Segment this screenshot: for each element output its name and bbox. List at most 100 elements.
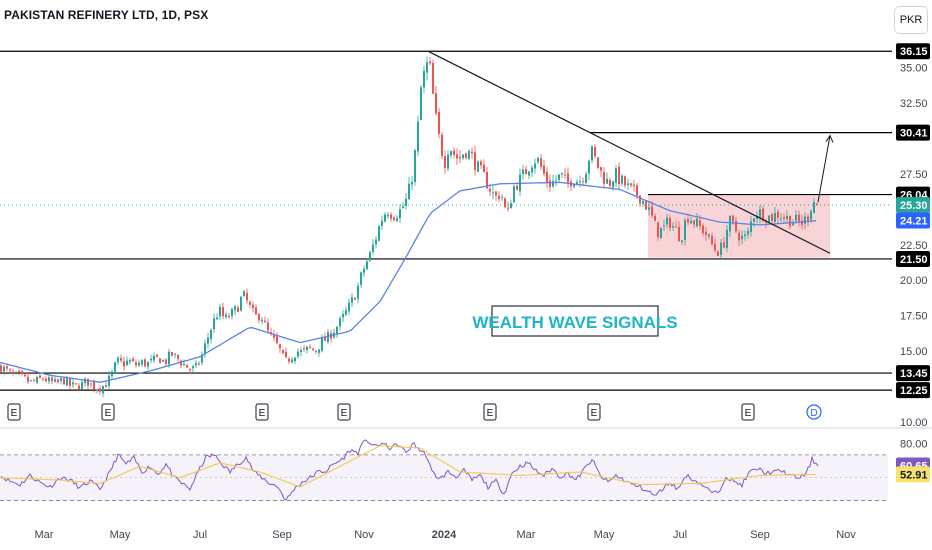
candle <box>276 332 278 344</box>
currency-button[interactable]: PKR <box>894 6 928 34</box>
earnings-marker <box>7 403 21 421</box>
price-tag-label: 36.15 <box>900 46 928 58</box>
price-tag-label: 25.30 <box>900 200 928 212</box>
candle-body <box>675 226 677 228</box>
candle <box>786 210 788 224</box>
candle <box>27 372 29 384</box>
candle-body <box>225 314 227 318</box>
candle-body <box>279 344 281 349</box>
candle <box>219 303 221 321</box>
candle-body <box>498 195 500 200</box>
candle <box>165 358 167 367</box>
candle-body <box>159 358 161 364</box>
candle <box>105 381 107 388</box>
candle-body <box>588 160 590 174</box>
candle <box>618 162 620 189</box>
candle <box>273 329 275 342</box>
candle <box>738 230 740 247</box>
candle <box>255 304 257 315</box>
candle <box>135 359 137 368</box>
y-tick-label: 17.50 <box>900 311 928 323</box>
candle <box>243 290 245 297</box>
candle-body <box>621 175 623 184</box>
candle-body <box>480 161 482 166</box>
candle-body <box>81 382 83 390</box>
candle-body <box>555 180 557 182</box>
candle <box>312 348 314 351</box>
candle-body <box>123 361 125 367</box>
candle <box>459 150 461 164</box>
candle-body <box>495 191 497 196</box>
candle-body <box>510 203 512 209</box>
candle-body <box>585 174 587 184</box>
candle <box>237 305 239 313</box>
consolidation-box <box>648 194 830 258</box>
candle <box>672 222 674 231</box>
candle <box>708 233 710 240</box>
candle <box>96 388 98 394</box>
candle-body <box>801 220 803 225</box>
candle <box>588 159 590 181</box>
candle <box>333 328 335 339</box>
candle <box>354 297 356 300</box>
candle <box>462 154 464 161</box>
event-label: E <box>105 408 112 419</box>
candle <box>279 343 281 353</box>
price-tag: 52.91 <box>896 466 930 483</box>
candle-body <box>126 360 128 366</box>
candle-body <box>51 377 53 382</box>
candle-body <box>318 349 320 353</box>
candle-body <box>804 216 806 224</box>
candle-body <box>762 208 764 221</box>
candle <box>435 85 437 116</box>
candle <box>0 363 2 373</box>
candle-body <box>0 365 2 372</box>
candle-body <box>24 374 26 377</box>
candle-body <box>249 301 251 305</box>
candle-body <box>597 157 599 168</box>
candle-body <box>105 385 107 388</box>
y-tick-label: 35.00 <box>900 63 928 75</box>
candle <box>252 301 254 313</box>
candle <box>642 199 644 208</box>
candle-body <box>303 348 305 350</box>
candle-body <box>114 362 116 372</box>
candle-body <box>288 358 290 362</box>
candle-body <box>795 214 797 221</box>
candle <box>558 174 560 182</box>
candle-body <box>741 235 743 240</box>
candle <box>756 211 758 224</box>
candle <box>417 115 419 157</box>
candle <box>63 377 65 385</box>
candle <box>723 237 725 249</box>
candle-body <box>501 197 503 199</box>
candle <box>153 352 155 364</box>
candle <box>594 143 596 159</box>
candle <box>387 211 389 219</box>
candle <box>141 358 143 367</box>
candle-body <box>765 221 767 223</box>
candle <box>270 327 272 337</box>
candle-body <box>453 150 455 155</box>
candle <box>621 174 623 186</box>
candle <box>681 240 683 245</box>
event-marker: E <box>7 403 21 421</box>
candle-body <box>153 355 155 361</box>
price-tag-label: 30.41 <box>900 128 928 140</box>
candle-body <box>714 243 716 251</box>
candle-body <box>471 151 473 154</box>
candle <box>258 312 260 324</box>
candle <box>381 215 383 230</box>
candle-body <box>30 380 32 382</box>
price-tags-layer: 36.1530.4126.0425.3024.2121.5013.4512.25… <box>896 43 930 483</box>
candle-body <box>255 307 257 315</box>
candle-body <box>36 376 38 383</box>
candle-body <box>444 155 446 168</box>
candle <box>552 174 554 188</box>
candle <box>414 148 416 186</box>
rsi-ma-line <box>0 445 817 488</box>
candle-body <box>639 195 641 204</box>
candle <box>432 59 434 94</box>
candle-body <box>627 183 629 186</box>
